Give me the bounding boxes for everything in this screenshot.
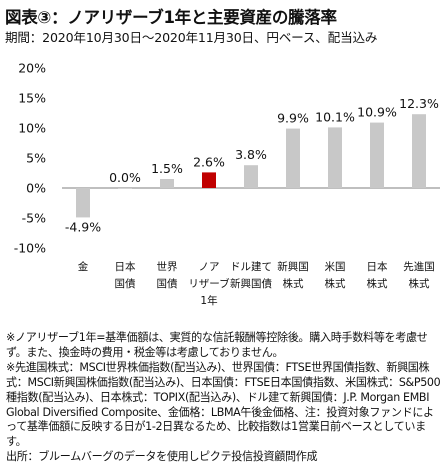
category-label: 先進国 <box>403 261 435 273</box>
bar <box>412 114 426 188</box>
category-label: リザーブ <box>188 277 230 290</box>
bar <box>202 172 216 188</box>
y-tick-label: 10% <box>18 121 46 136</box>
bar <box>286 128 300 188</box>
data-label: -4.9% <box>65 219 101 234</box>
category-label: ドル建て <box>230 260 272 273</box>
bar-chart: -10% -5% 0% 5% 10% 15% 20% -4.9% 金 0.0% 日本国債 1.5% 世界… <box>14 61 440 307</box>
bar <box>244 165 258 188</box>
category-label: 国債 <box>157 277 178 290</box>
y-tick-label: 20% <box>18 61 46 76</box>
data-label: 0.0% <box>109 170 141 185</box>
bar <box>118 188 132 189</box>
data-label: 3.8% <box>235 147 267 162</box>
bar <box>160 179 174 188</box>
y-tick-label: -10% <box>14 241 46 256</box>
category-label: 世界 <box>157 261 178 273</box>
y-tick-label: 5% <box>26 151 46 166</box>
category-label: 株式 <box>367 277 388 290</box>
category-label: 株式 <box>325 277 346 290</box>
category-label: 新興国 <box>277 260 309 273</box>
y-tick-label: 15% <box>18 91 46 106</box>
category-label: 株式 <box>409 277 430 290</box>
data-label: 12.3% <box>399 96 439 111</box>
footnotes: ※ノアリザーブ1年=基準価額は、実質的な信託報酬等控除後。購入時手数料等を考慮せ… <box>6 331 442 465</box>
category-label: 金 <box>78 260 89 273</box>
category-label: 1年 <box>200 294 217 307</box>
bar <box>370 122 384 188</box>
source-note: 出所：ブルームバーグのデータを使用しピクテ投信投資顧問作成 <box>6 450 318 464</box>
bar <box>76 188 90 218</box>
y-tick-label: -5% <box>22 211 46 226</box>
category-label: 新興国債 <box>230 277 272 290</box>
data-label: 10.1% <box>315 109 355 124</box>
category-label: 米国 <box>325 260 346 273</box>
category-label: 国債 <box>115 277 136 290</box>
chart-title: 図表③：ノアリザーブ1年と主要資産の騰落率 <box>5 8 337 27</box>
data-label: 9.9% <box>277 111 309 126</box>
y-tick-label: 0% <box>26 181 46 196</box>
bar <box>328 127 342 188</box>
footnote-noa-reserve: ※ノアリザーブ1年=基準価額は、実質的な信託報酬等控除後。購入時手数料等を考慮せ… <box>6 331 428 359</box>
category-label: 日本 <box>115 260 136 273</box>
footnote-indices: ※先進国株式：MSCI世界株価指数(配当込み)、世界国債：FTSE世界国債指数、… <box>6 360 441 449</box>
data-label: 2.6% <box>193 154 225 169</box>
data-label: 1.5% <box>151 161 183 176</box>
data-label: 10.9% <box>357 105 397 120</box>
category-label: 日本 <box>367 260 388 273</box>
chart-subtitle: 期間：2020年10月30日～2020年11月30日、円ベース、配当込み <box>5 30 378 45</box>
category-label: ノア <box>199 261 220 273</box>
category-label: 株式 <box>283 277 304 290</box>
